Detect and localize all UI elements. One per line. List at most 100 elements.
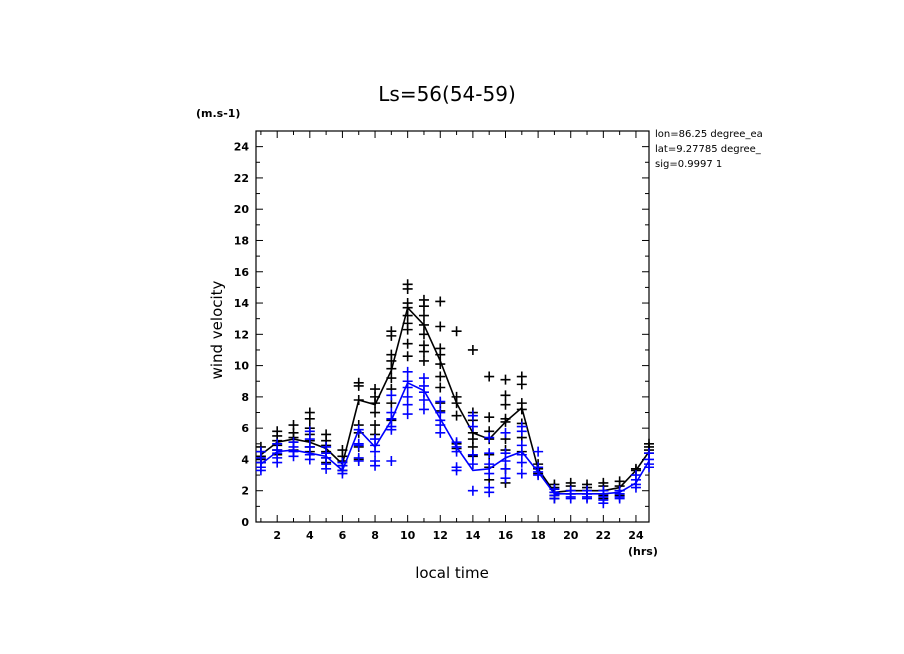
data-point-0: [370, 420, 381, 431]
data-point-1: [353, 440, 364, 451]
data-point-0: [304, 413, 315, 424]
data-point-0: [435, 371, 446, 382]
x-tick-label: 6: [339, 529, 347, 542]
data-point-1: [435, 427, 446, 438]
y-tick-label: 8: [241, 391, 249, 404]
data-point-0: [418, 346, 429, 357]
data-point-0: [500, 390, 511, 401]
data-point-1: [614, 493, 625, 504]
data-point-1: [533, 470, 544, 481]
y-tick-label: 20: [234, 203, 250, 216]
annotation-lat: lat=9.27785 degree_: [655, 144, 762, 155]
data-point-0: [435, 296, 446, 307]
data-point-0: [418, 310, 429, 321]
data-point-1: [533, 446, 544, 457]
data-point-0: [353, 395, 364, 406]
x-tick-label: 16: [498, 529, 514, 542]
data-point-1: [435, 396, 446, 407]
data-point-0: [418, 301, 429, 312]
x-tick-label: 24: [628, 529, 644, 542]
data-point-0: [386, 373, 397, 384]
data-point-0: [370, 407, 381, 418]
data-point-1: [484, 459, 495, 470]
data-point-0: [418, 319, 429, 330]
data-point-1: [321, 463, 332, 474]
data-point-0: [500, 399, 511, 410]
data-point-0: [418, 355, 429, 366]
series-line-0: [260, 306, 650, 494]
data-point-1: [598, 498, 609, 509]
x-unit-label: (hrs): [628, 545, 658, 558]
data-point-1: [386, 390, 397, 401]
x-tick-label: 12: [433, 529, 448, 542]
data-point-1: [630, 482, 641, 493]
data-point-0: [402, 351, 413, 362]
data-point-1: [549, 493, 560, 504]
y-tick-label: 18: [234, 234, 249, 247]
data-point-1: [516, 468, 527, 479]
data-point-0: [435, 349, 446, 360]
x-tick-label: 10: [400, 529, 416, 542]
data-point-0: [516, 379, 527, 390]
data-point-1: [484, 432, 495, 443]
data-point-0: [500, 416, 511, 427]
chart-title: Ls=56(54-59): [378, 82, 516, 106]
annotation-lon: lon=86.25 degree_ea: [655, 129, 763, 140]
data-point-1: [500, 473, 511, 484]
data-point-1: [370, 460, 381, 471]
data-point-1: [255, 465, 266, 476]
data-point-1: [467, 485, 478, 496]
data-point-0: [435, 359, 446, 370]
data-point-0: [484, 371, 495, 382]
y-tick-label: 16: [234, 266, 250, 279]
y-tick-label: 6: [241, 422, 249, 435]
data-point-1: [500, 463, 511, 474]
data-point-1: [516, 440, 527, 451]
data-point-0: [402, 324, 413, 335]
data-point-0: [451, 398, 462, 409]
data-point-0: [451, 326, 462, 337]
data-point-1: [353, 456, 364, 467]
y-tick-label: 14: [234, 297, 250, 310]
y-unit-label: (m.s-1): [196, 107, 240, 120]
data-point-0: [435, 382, 446, 393]
x-axis-label: local time: [415, 564, 489, 582]
y-tick-label: 4: [241, 453, 249, 466]
data-point-0: [402, 283, 413, 294]
data-point-1: [272, 457, 283, 468]
data-point-1: [484, 487, 495, 498]
data-point-0: [386, 363, 397, 374]
x-tick-label: 20: [563, 529, 579, 542]
data-point-1: [467, 410, 478, 421]
y-tick-label: 2: [241, 485, 249, 498]
data-point-1: [467, 459, 478, 470]
data-point-1: [418, 395, 429, 406]
data-point-1: [402, 409, 413, 420]
y-tick-label: 22: [234, 172, 249, 185]
data-point-1: [484, 448, 495, 459]
x-tick-label: 2: [273, 529, 281, 542]
y-axis-label: wind velocity: [208, 280, 226, 379]
y-tick-label: 12: [234, 328, 249, 341]
data-point-1: [451, 465, 462, 476]
data-point-0: [451, 410, 462, 421]
data-point-1: [565, 493, 576, 504]
data-point-1: [402, 366, 413, 377]
data-point-0: [370, 398, 381, 409]
data-point-1: [484, 468, 495, 479]
data-point-1: [467, 421, 478, 432]
data-point-1: [337, 468, 348, 479]
data-point-0: [467, 344, 478, 355]
data-point-1: [451, 446, 462, 457]
data-point-1: [402, 399, 413, 410]
x-tick-label: 8: [371, 529, 379, 542]
data-point-1: [370, 446, 381, 457]
data-point-0: [353, 380, 364, 391]
annotation-sig: sig=0.9997 1: [655, 159, 722, 170]
data-point-1: [304, 454, 315, 465]
data-point-0: [435, 321, 446, 332]
data-point-1: [516, 457, 527, 468]
data-point-1: [500, 427, 511, 438]
